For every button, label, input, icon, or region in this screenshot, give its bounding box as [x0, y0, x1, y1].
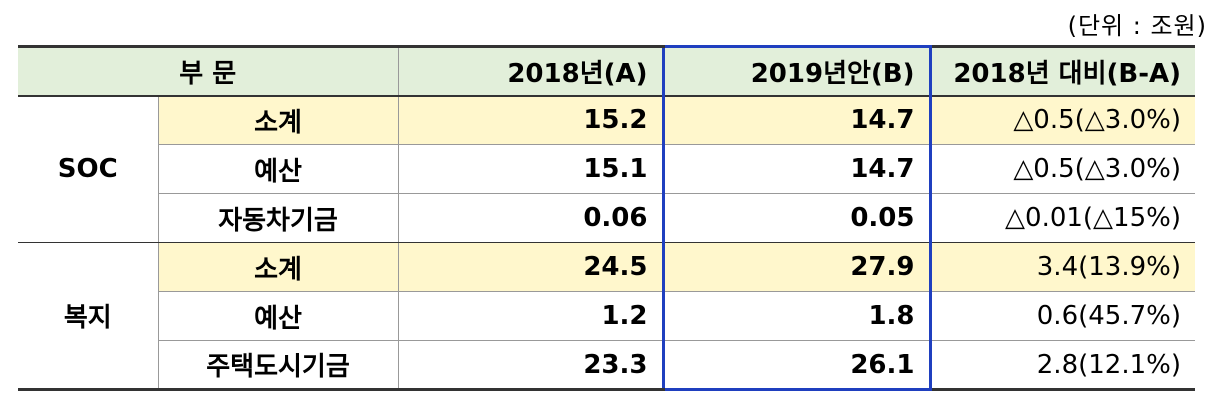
table-row: SOC 소계 15.2 14.7 △0.5(△3.0%): [18, 95, 1195, 243]
item-label: 예산: [158, 291, 399, 341]
table-row: 주택도시기금 23.3 26.1 2.8(12.1%): [18, 340, 1195, 391]
value-2019: 14.7: [661, 144, 932, 194]
value-diff: 3.4(13.9%): [929, 242, 1195, 292]
value-diff: △0.01(△15%): [929, 193, 1195, 243]
value-2018: 1.2: [397, 291, 664, 341]
value-2018: 0.06: [397, 193, 664, 243]
budget-table: 부 문 2018년(A) 2019년안(B) 2018년 대비(B-A) SOC…: [18, 45, 1195, 391]
header-cell: 2019년안(B): [661, 45, 932, 97]
item-label: 자동차기금: [158, 193, 399, 243]
table-header: 부 문 2018년(A) 2019년안(B) 2018년 대비(B-A): [18, 45, 1195, 97]
value-2019: 14.7: [661, 95, 932, 145]
table-row: 자동차기금 0.06 0.05 △0.01(△15%): [18, 193, 1195, 243]
value-diff: △0.5(△3.0%): [929, 95, 1195, 145]
header-cell: 부 문: [18, 45, 399, 97]
table-row: 예산 1.2 1.8 0.6(45.7%): [18, 291, 1195, 341]
table-body: SOC 소계 15.2 14.7 △0.5(△3.0%) 예산 15.1 14.7 △0.5(△…: [18, 95, 1195, 391]
item-label: 소계: [157, 95, 399, 145]
value-2018: 15.2: [397, 95, 664, 145]
value-diff: △0.5(△3.0%): [929, 144, 1195, 194]
value-2018: 23.3: [397, 340, 664, 391]
value-2019: 27.9: [661, 242, 932, 292]
header-cell: 2018년(A): [397, 45, 664, 97]
value-2018: 24.5: [397, 242, 664, 292]
item-label: 주택도시기금: [158, 340, 399, 391]
value-2019: 0.05: [661, 193, 932, 243]
value-2019: 26.1: [661, 340, 932, 391]
unit-note: (단위 : 조원): [1067, 12, 1207, 40]
value-2018: 15.1: [397, 144, 664, 194]
item-label: 소계: [157, 242, 399, 292]
value-2019: 1.8: [661, 291, 932, 341]
table-row: 예산 15.1 14.7 △0.5(△3.0%): [18, 144, 1195, 194]
value-diff: 0.6(45.7%): [929, 291, 1195, 341]
header-cell: 2018년 대비(B-A): [929, 45, 1195, 97]
value-diff: 2.8(12.1%): [929, 340, 1195, 391]
group-label: SOC: [18, 95, 159, 243]
item-label: 예산: [158, 144, 399, 194]
header-row: 부 문 2018년(A) 2019년안(B) 2018년 대비(B-A): [18, 45, 1195, 97]
group-label: 복지: [18, 242, 159, 391]
table-row: 복지 소계 24.5 27.9 3.4(13.9%): [18, 242, 1195, 391]
